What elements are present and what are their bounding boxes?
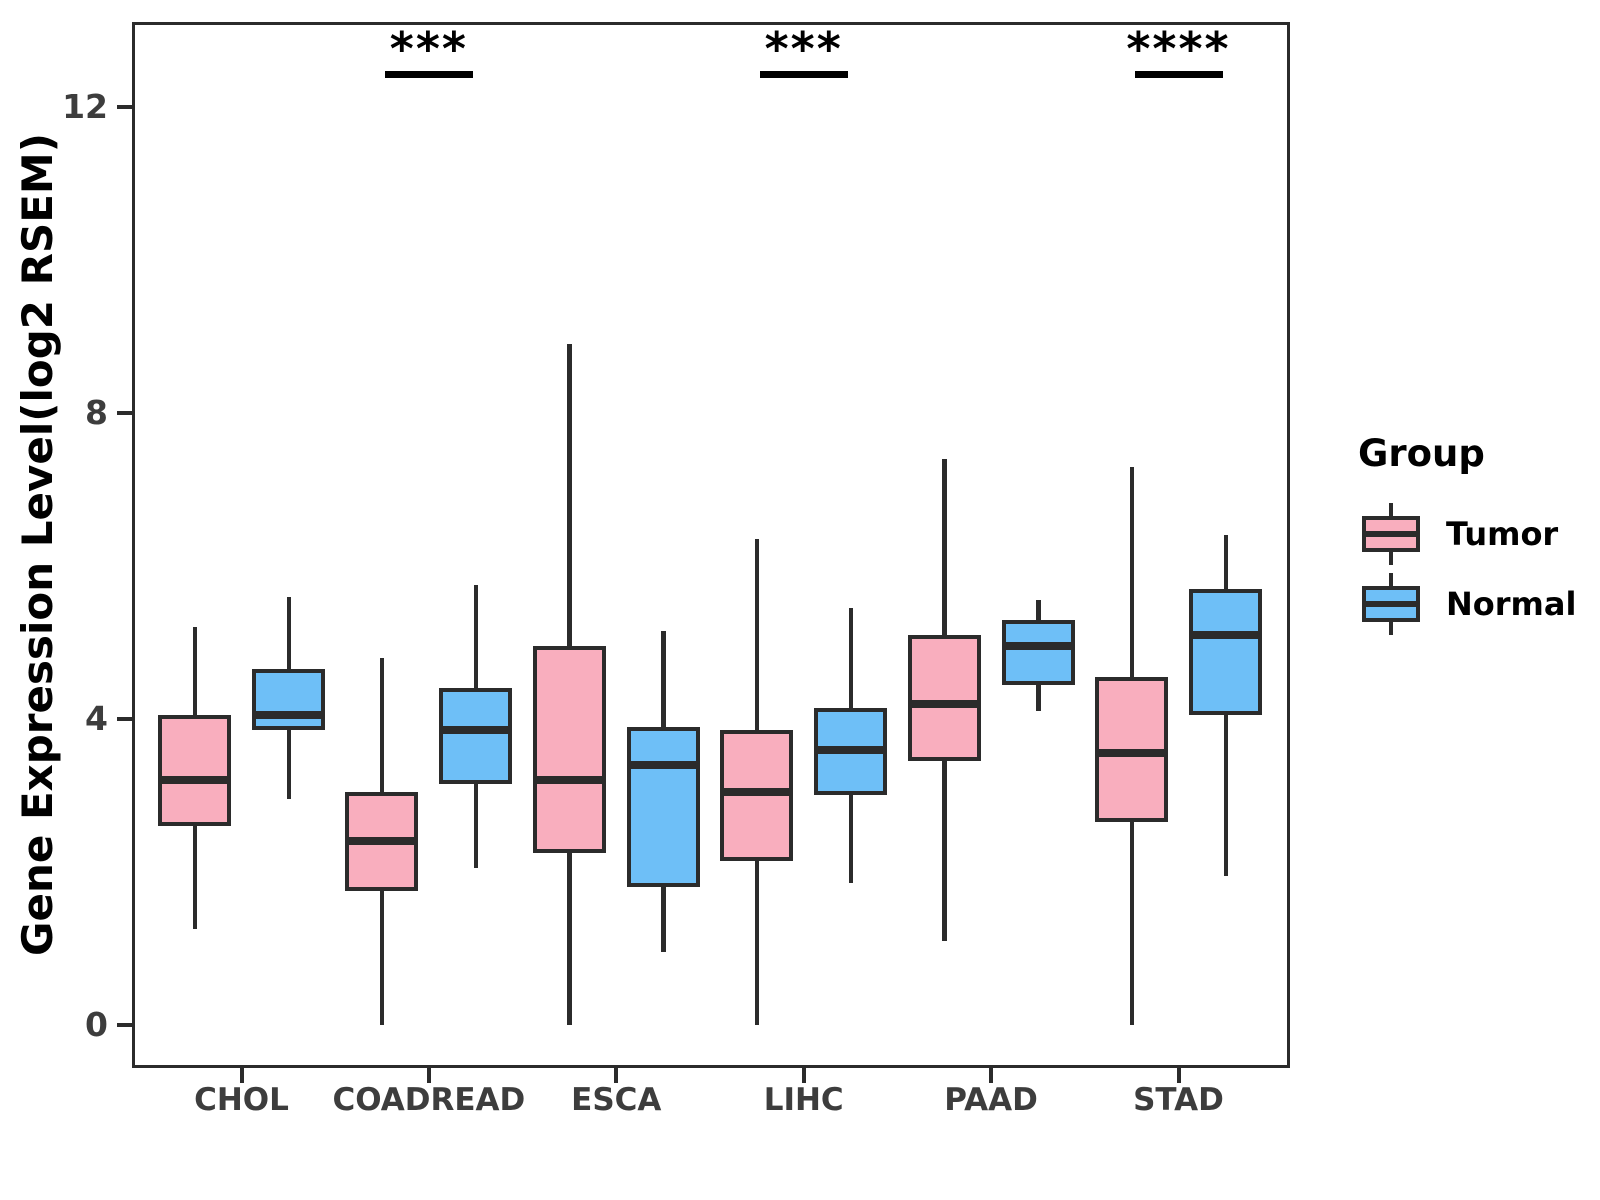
legend-label: Tumor — [1446, 515, 1559, 553]
boxplot-box-tumor-ESCA — [532, 646, 606, 853]
significance-stars-COADREAD: *** — [389, 22, 468, 76]
boxplot-box-normal-PAAD — [1001, 619, 1075, 685]
x-axis-tick — [614, 1068, 619, 1083]
significance-bar-LIHC — [759, 71, 848, 78]
y-axis-tick-label: 8 — [85, 393, 108, 432]
x-axis-tick — [801, 1068, 806, 1083]
boxplot-median-tumor-ESCA — [536, 776, 602, 785]
x-axis-tick — [1176, 1068, 1181, 1083]
plot-panel — [132, 22, 1290, 1068]
significance-bar-COADREAD — [384, 71, 473, 78]
x-axis-tick — [239, 1068, 244, 1083]
legend-entries: Tumor Normal — [1330, 501, 1590, 641]
legend-key-median — [1366, 531, 1416, 537]
y-axis-tick-label: 4 — [85, 699, 108, 738]
x-axis-tick — [426, 1068, 431, 1083]
legend-entry-tumor: Tumor — [1362, 501, 1590, 571]
boxplot-median-tumor-PAAD — [911, 699, 977, 708]
boxplot-median-tumor-COADREAD — [349, 837, 415, 846]
boxplot-box-normal-COADREAD — [439, 688, 513, 785]
boxplot-box-tumor-CHOL — [158, 715, 231, 827]
significance-stars-STAD: **** — [1126, 22, 1231, 76]
legend: Group Tumor Normal — [1330, 432, 1590, 641]
boxplot-box-normal-CHOL — [252, 669, 325, 731]
boxplot-median-tumor-CHOL — [162, 776, 227, 785]
legend-title: Group — [1358, 432, 1485, 475]
x-axis-category-label: COADREAD — [332, 1082, 526, 1118]
boxplot-box-normal-STAD — [1189, 588, 1262, 716]
legend-boxplot-key-icon — [1362, 503, 1420, 565]
legend-boxplot-key-icon — [1362, 573, 1420, 635]
y-axis-tick-label: 12 — [62, 87, 108, 126]
boxplot-median-normal-LIHC — [818, 745, 884, 754]
boxplot-box-tumor-PAAD — [907, 634, 981, 762]
legend-label: Normal — [1446, 585, 1577, 623]
significance-bar-STAD — [1134, 71, 1223, 78]
boxplot-box-normal-ESCA — [626, 726, 700, 888]
boxplot-median-normal-PAAD — [1005, 642, 1071, 651]
boxplot-median-normal-STAD — [1193, 630, 1258, 639]
legend-key-median — [1366, 601, 1416, 607]
y-axis-tick — [117, 411, 132, 415]
x-axis-category-label: CHOL — [194, 1082, 289, 1118]
x-axis-category-label: STAD — [1133, 1082, 1224, 1118]
y-axis-tick-label: 0 — [85, 1005, 108, 1044]
boxplot-median-normal-CHOL — [256, 711, 321, 720]
significance-stars-LIHC: *** — [764, 22, 843, 76]
boxplot-median-tumor-LIHC — [724, 787, 790, 796]
x-axis-tick — [989, 1068, 994, 1083]
boxplot-median-normal-ESCA — [630, 760, 696, 769]
y-axis-tick — [117, 105, 132, 109]
legend-entry-normal: Normal — [1362, 571, 1590, 641]
boxplot-median-normal-COADREAD — [443, 726, 509, 735]
x-axis-category-label: ESCA — [571, 1082, 662, 1118]
x-axis-category-label: LIHC — [763, 1082, 844, 1118]
y-axis-tick — [117, 717, 132, 721]
x-axis-category-label: PAAD — [944, 1082, 1038, 1118]
boxplot-median-tumor-STAD — [1099, 749, 1164, 758]
y-axis-tick — [117, 1023, 132, 1027]
